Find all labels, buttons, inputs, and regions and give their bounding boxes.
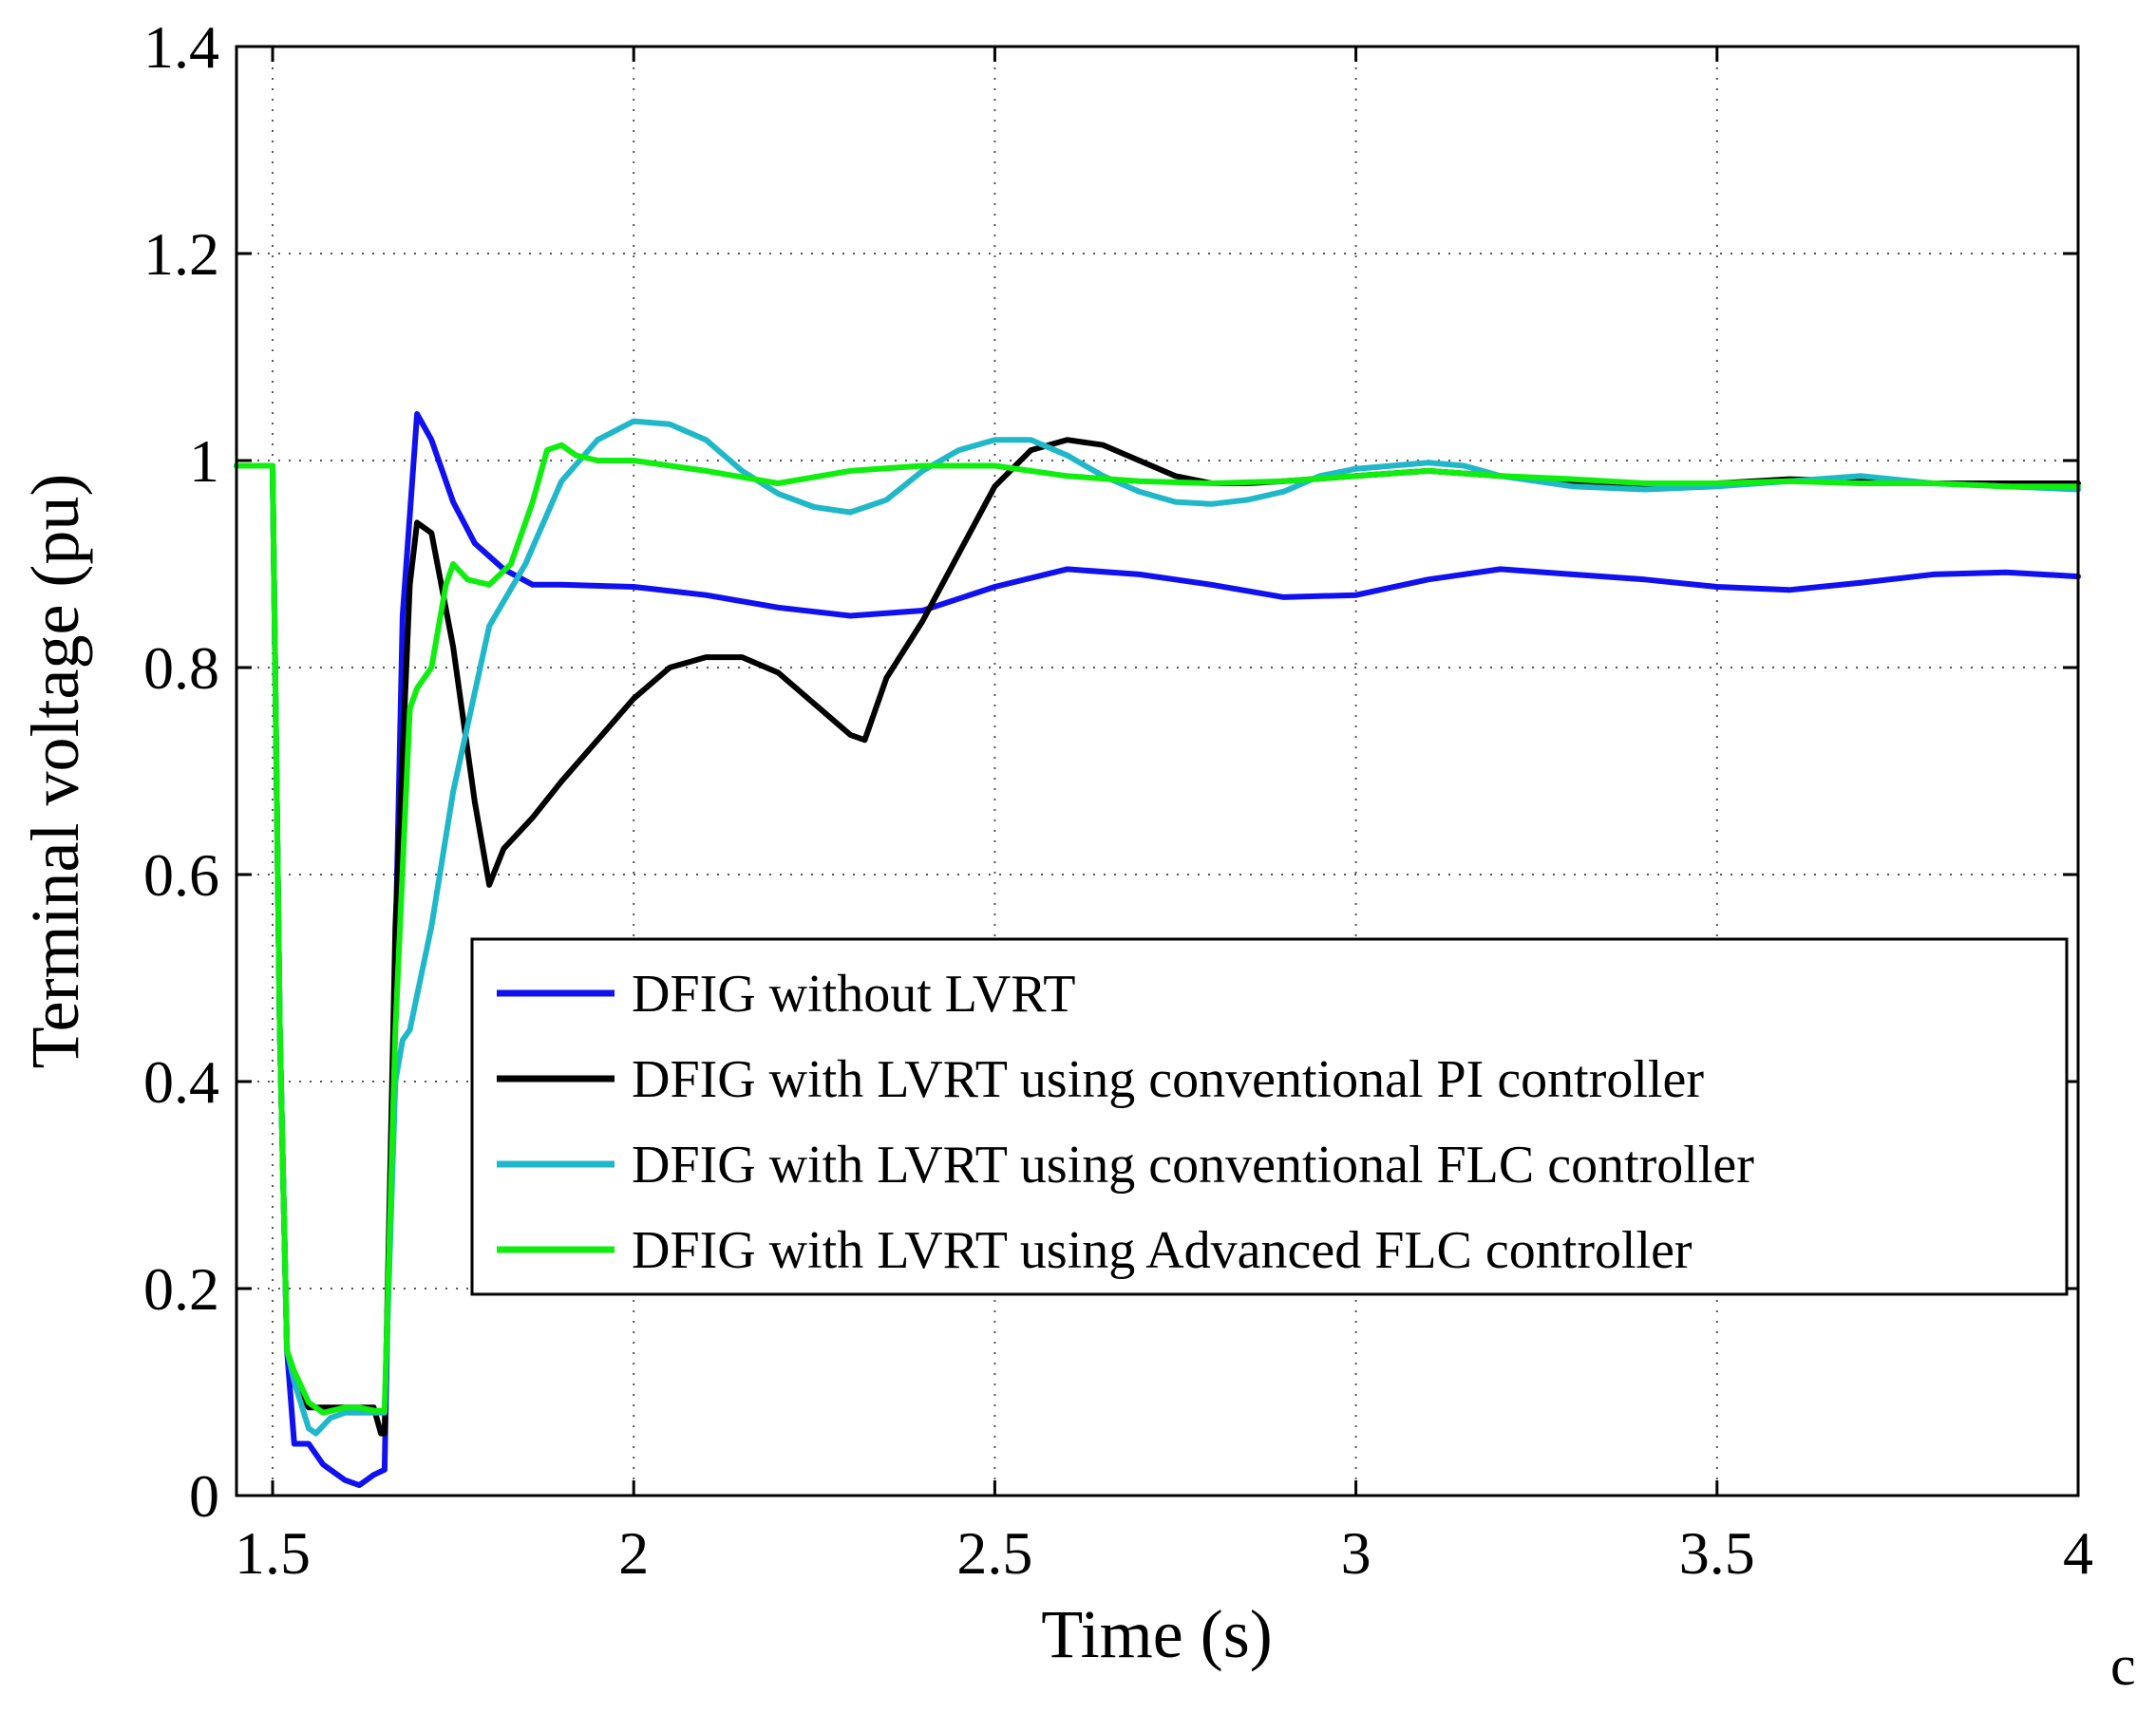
legend-entry-label: DFIG without LVRT (632, 965, 1076, 1024)
series-line-3 (234, 418, 2081, 1437)
series-line-4 (234, 442, 2081, 1416)
legend: DFIG without LVRT DFIG with LVRT using co… (470, 937, 2069, 1296)
y-tick-label: 1.4 (143, 13, 219, 81)
y-tick-label: 0 (189, 1462, 219, 1530)
legend-entry-label: DFIG with LVRT using conventional FLC co… (632, 1136, 1754, 1195)
x-tick-label: 4 (2063, 1519, 2093, 1587)
legend-entry-label: DFIG with LVRT using conventional PI con… (632, 1050, 1704, 1109)
x-tick-label: 1.5 (235, 1519, 311, 1587)
axis-ticks: 1.5 2 2.5 3 3.5 4 0 0.2 0.4 0.6 0.8 1 1.2 1.4 (143, 13, 2093, 1587)
x-tick-label: 2.5 (956, 1519, 1032, 1587)
legend-box (470, 937, 2069, 1296)
x-tick-label: 3 (1341, 1519, 1371, 1587)
y-tick-label: 1 (189, 427, 219, 495)
x-tick-label: 3.5 (1679, 1519, 1755, 1587)
series-lines (234, 411, 2081, 1489)
y-tick-label: 0.4 (143, 1048, 219, 1116)
y-tick-label: 0.2 (143, 1255, 219, 1323)
plot-frame (235, 45, 2080, 1497)
legend-entry-label: DFIG with LVRT using Advanced FLC contro… (632, 1221, 1693, 1280)
corner-label: c (2110, 1634, 2136, 1697)
y-axis-label: Terminal voltage (pu) (17, 474, 93, 1069)
y-tick-label: 1.2 (143, 220, 219, 288)
y-tick-label: 0.6 (143, 841, 219, 909)
x-axis-label: Time (s) (1041, 1596, 1272, 1672)
y-tick-label: 0.8 (143, 634, 219, 702)
x-tick-label: 2 (618, 1519, 649, 1587)
series-line-1 (234, 411, 2081, 1489)
